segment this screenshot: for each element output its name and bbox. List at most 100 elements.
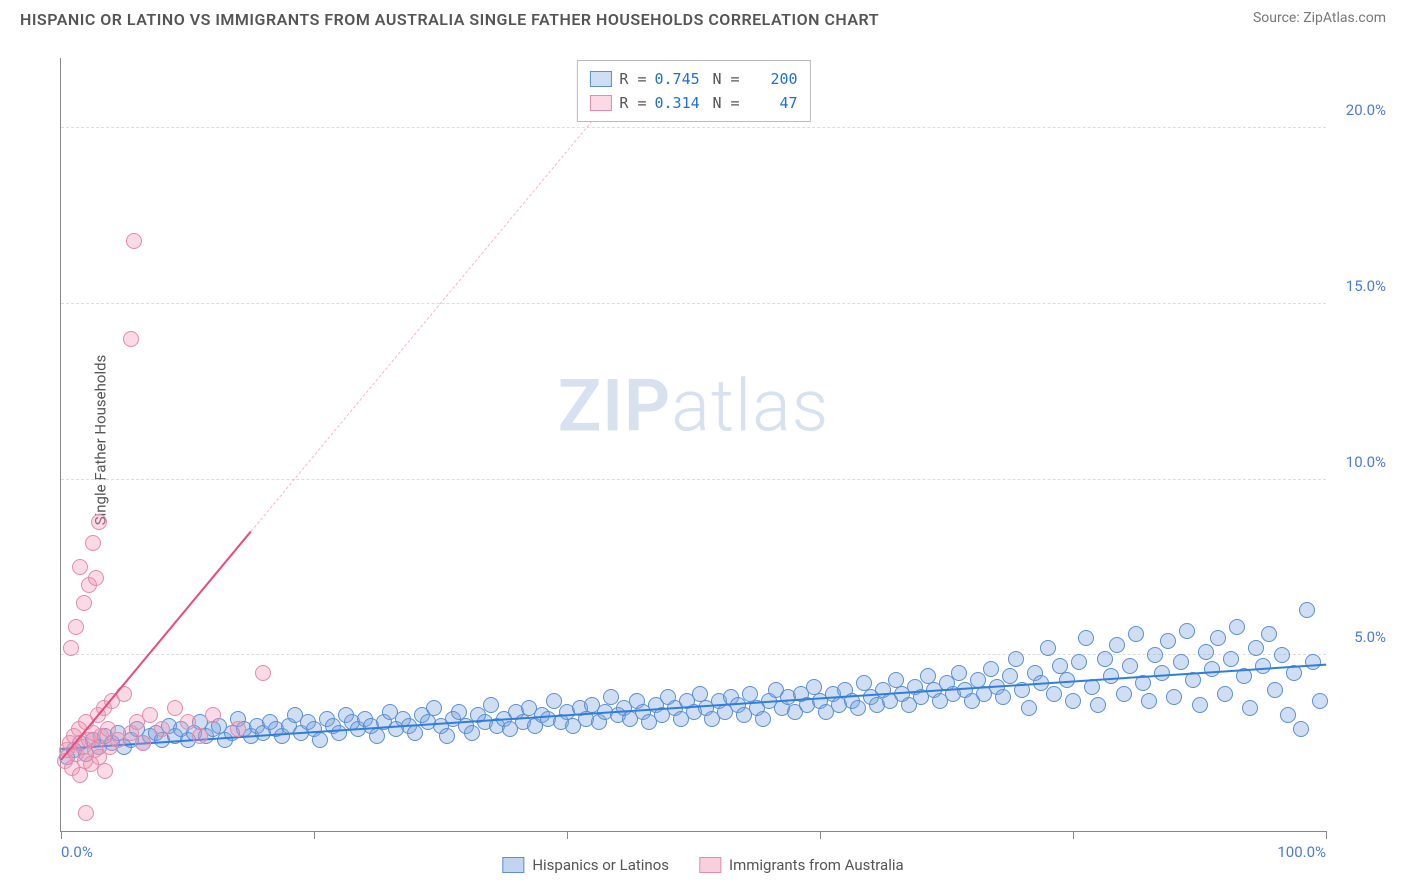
- data-point: [1021, 700, 1037, 716]
- data-point: [1154, 665, 1170, 681]
- data-point: [154, 721, 170, 737]
- gridline: [61, 479, 1326, 480]
- y-tick-label: 5.0%: [1354, 628, 1386, 646]
- legend-item: Immigrants from Australia: [699, 856, 904, 874]
- data-point: [1242, 700, 1258, 716]
- data-point: [76, 595, 92, 611]
- data-point: [1109, 637, 1125, 653]
- y-tick-label: 20.0%: [1346, 101, 1386, 119]
- legend-swatch: [589, 95, 611, 111]
- data-point: [1173, 654, 1189, 670]
- data-point: [255, 665, 271, 681]
- source-label: Source: ZipAtlas.com: [1253, 10, 1386, 26]
- y-tick-label: 15.0%: [1346, 277, 1386, 295]
- data-point: [72, 559, 88, 575]
- gridline: [61, 127, 1326, 128]
- x-tick: [820, 831, 821, 839]
- data-point: [426, 700, 442, 716]
- legend-stats: R =0.745N =200R =0.314N =47: [576, 60, 810, 122]
- data-point: [1293, 721, 1309, 737]
- data-point: [88, 570, 104, 586]
- x-tick: [314, 831, 315, 839]
- data-point: [205, 707, 221, 723]
- data-point: [142, 707, 158, 723]
- data-point: [1002, 668, 1018, 684]
- trend-line: [61, 664, 1326, 750]
- data-point: [1255, 658, 1271, 674]
- data-point: [1280, 707, 1296, 723]
- scatter-plot: R =0.745N =200R =0.314N =47 ZIPatlas 5.0…: [60, 58, 1326, 832]
- data-point: [91, 514, 107, 530]
- data-point: [1229, 619, 1245, 635]
- data-point: [1166, 689, 1182, 705]
- data-point: [1065, 693, 1081, 709]
- data-point: [97, 763, 113, 779]
- data-point: [1040, 640, 1056, 656]
- data-point: [1217, 686, 1233, 702]
- data-point: [1141, 693, 1157, 709]
- x-tick: [1326, 831, 1327, 839]
- data-point: [1147, 647, 1163, 663]
- x-tick: [567, 831, 568, 839]
- gridline: [61, 654, 1326, 655]
- legend-label: Immigrants from Australia: [729, 856, 904, 874]
- legend-label: Hispanics or Latinos: [532, 856, 669, 874]
- data-point: [1090, 697, 1106, 713]
- data-point: [1261, 626, 1277, 642]
- data-point: [312, 732, 328, 748]
- legend-stat-row: R =0.314N =47: [589, 91, 797, 115]
- data-point: [483, 697, 499, 713]
- data-point: [1179, 623, 1195, 639]
- data-point: [78, 805, 94, 821]
- legend-swatch: [589, 71, 611, 87]
- legend-stat-row: R =0.745N =200: [589, 67, 797, 91]
- data-point: [85, 535, 101, 551]
- data-point: [951, 665, 967, 681]
- data-point: [1046, 686, 1062, 702]
- data-point: [1008, 651, 1024, 667]
- data-point: [755, 711, 771, 727]
- chart-title: HISPANIC OR LATINO VS IMMIGRANTS FROM AU…: [20, 10, 879, 29]
- data-point: [167, 700, 183, 716]
- data-point: [1103, 668, 1119, 684]
- data-point: [369, 728, 385, 744]
- gridline: [61, 303, 1326, 304]
- data-point: [1071, 654, 1087, 670]
- data-point: [995, 689, 1011, 705]
- x-tick-label: 100.0%: [1277, 843, 1326, 861]
- legend-item: Hispanics or Latinos: [502, 856, 669, 874]
- data-point: [1116, 686, 1132, 702]
- x-tick: [1073, 831, 1074, 839]
- legend-swatch: [699, 857, 721, 873]
- watermark: ZIPatlas: [558, 363, 830, 448]
- data-point: [1198, 644, 1214, 660]
- data-point: [68, 619, 84, 635]
- x-tick-label: 0.0%: [61, 843, 93, 861]
- data-point: [1299, 602, 1315, 618]
- data-point: [1248, 640, 1264, 656]
- data-point: [1267, 682, 1283, 698]
- data-point: [126, 233, 142, 249]
- y-tick-label: 10.0%: [1346, 453, 1386, 471]
- legend-swatch: [502, 857, 524, 873]
- x-tick: [61, 831, 62, 839]
- data-point: [1223, 651, 1239, 667]
- data-point: [1204, 661, 1220, 677]
- data-point: [1122, 658, 1138, 674]
- data-point: [1305, 654, 1321, 670]
- data-point: [1312, 693, 1328, 709]
- plot-area: Single Father Households R =0.745N =200R…: [50, 48, 1326, 832]
- data-point: [180, 714, 196, 730]
- data-point: [63, 640, 79, 656]
- data-point: [1097, 651, 1113, 667]
- data-point: [192, 728, 208, 744]
- data-point: [123, 331, 139, 347]
- data-point: [983, 661, 999, 677]
- data-point: [1078, 630, 1094, 646]
- data-point: [1160, 633, 1176, 649]
- data-point: [135, 735, 151, 751]
- data-point: [1128, 626, 1144, 642]
- data-point: [1274, 647, 1290, 663]
- data-point: [230, 721, 246, 737]
- legend-series: Hispanics or Latinos Immigrants from Aust…: [502, 856, 903, 874]
